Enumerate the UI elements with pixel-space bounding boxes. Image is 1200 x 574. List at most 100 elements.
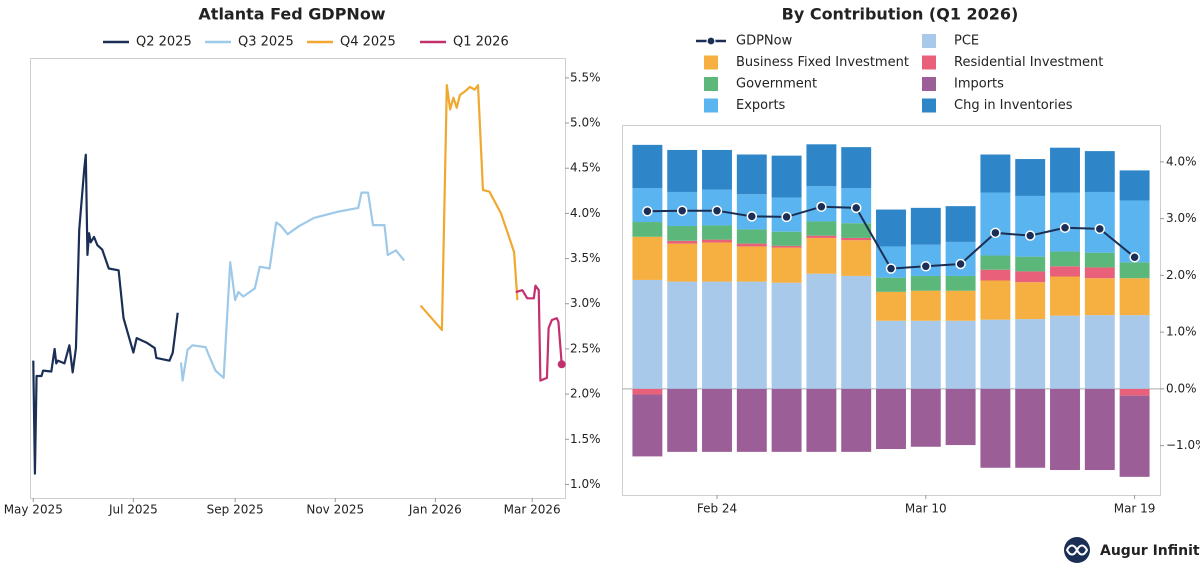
y-tick-label: 1.5% xyxy=(570,432,601,446)
bar-segment xyxy=(1050,147,1080,193)
line xyxy=(179,191,406,382)
chart-title: Atlanta Fed GDPNow xyxy=(198,5,385,24)
line-marker xyxy=(850,202,862,214)
bar-segment xyxy=(910,388,941,447)
bar-segment xyxy=(980,280,1011,320)
bar-segment xyxy=(736,388,767,452)
bar-segment xyxy=(945,388,976,446)
bar-segment xyxy=(1015,319,1046,389)
bar-segment xyxy=(806,144,837,187)
bar-segment xyxy=(1050,315,1080,389)
bar-segment xyxy=(1015,195,1046,257)
bar-segment xyxy=(702,239,732,243)
bar-segment xyxy=(876,291,906,321)
legend-label: Q3 2025 xyxy=(238,35,294,50)
bar-segment xyxy=(1015,282,1046,320)
bar-segment xyxy=(910,207,941,245)
y-tick-label: 3.5% xyxy=(570,251,601,265)
legend-swatch xyxy=(704,55,718,70)
bar-segment xyxy=(910,290,941,321)
legend-label: Q4 2025 xyxy=(340,35,396,50)
bar-segment xyxy=(667,281,698,389)
line xyxy=(515,284,563,382)
bar-segment xyxy=(632,394,663,457)
line-marker xyxy=(781,211,792,223)
bar-segment xyxy=(1015,271,1046,283)
bar-segment xyxy=(771,282,802,389)
bar-segment xyxy=(1084,388,1115,471)
bar-segment xyxy=(667,243,698,282)
bar-segment xyxy=(632,144,663,188)
bar-segment xyxy=(1050,251,1080,267)
bar-segment xyxy=(945,206,976,242)
y-tick-label: 5.5% xyxy=(570,70,601,84)
y-tick-label: 4.5% xyxy=(570,161,601,175)
line-marker xyxy=(1129,251,1140,263)
legend-label: Chg in Inventories xyxy=(954,98,1073,113)
bar-segment xyxy=(736,246,767,282)
bar-segment xyxy=(702,242,732,282)
bar-segment xyxy=(910,320,941,389)
bar-segment xyxy=(1015,388,1046,468)
line-marker xyxy=(1059,222,1071,233)
legend-label: Business Fixed Investment xyxy=(736,55,909,70)
line-marker xyxy=(1094,223,1106,235)
bar-segment xyxy=(1084,191,1115,253)
legend-label: GDPNow xyxy=(736,34,793,49)
x-tick-label: Nov 2025 xyxy=(306,503,364,517)
line-marker xyxy=(885,263,897,274)
bar-segment xyxy=(980,154,1011,193)
legend-label: Residential Investment xyxy=(954,55,1103,70)
line-marker xyxy=(1024,230,1036,241)
bar-segment xyxy=(841,388,872,452)
bar-segment xyxy=(1084,151,1115,192)
bar-segment xyxy=(1015,256,1046,272)
brand-name: Augur Infinity xyxy=(1100,543,1200,559)
bar-segment xyxy=(1050,276,1080,316)
bar-segment xyxy=(667,226,698,241)
line-marker xyxy=(642,206,653,217)
legend-label: Q1 2026 xyxy=(453,35,509,50)
legend-swatch xyxy=(922,34,936,48)
bar-segment xyxy=(736,154,767,195)
y-tick-label: 2.0% xyxy=(1166,268,1197,282)
bar-segment xyxy=(1084,278,1115,316)
bars xyxy=(632,144,1150,477)
brand-logo xyxy=(1064,537,1090,563)
bar-segment xyxy=(771,388,802,452)
y-tick-label: 1.0% xyxy=(1166,325,1197,339)
bar-segment xyxy=(667,149,698,192)
line-marker xyxy=(920,261,932,272)
bar-segment xyxy=(806,221,837,236)
x-tick-label: May 2025 xyxy=(4,503,63,517)
bar-segment xyxy=(771,231,802,246)
y-tick-label: 3.0% xyxy=(570,296,601,310)
line xyxy=(32,153,179,475)
legend-label: PCE xyxy=(954,34,979,49)
bar-segment xyxy=(1084,252,1115,268)
legend-swatch xyxy=(922,55,936,70)
bar-segment xyxy=(702,225,732,240)
bar-segment xyxy=(632,236,663,280)
bar-segment xyxy=(632,222,663,237)
y-tick-label: 1.0% xyxy=(570,477,601,491)
bar-segment xyxy=(771,245,802,248)
bar-segment xyxy=(632,187,663,223)
gdpnow xyxy=(642,201,1140,274)
bar-segment xyxy=(667,388,698,452)
bar-segment xyxy=(702,281,732,389)
bar-segment xyxy=(632,388,663,395)
x-tick-label: Mar 19 xyxy=(1114,502,1156,516)
bar-segment xyxy=(876,388,906,450)
bar-segment xyxy=(632,279,663,389)
bar-segment xyxy=(876,320,906,389)
bar-segment xyxy=(702,388,732,452)
end-marker xyxy=(557,360,566,369)
legend-label: Imports xyxy=(954,77,1004,92)
y-tick-label: −1.0% xyxy=(1166,438,1200,452)
bar-segment xyxy=(1119,262,1150,279)
line xyxy=(419,84,519,332)
x-tick-label: Feb 24 xyxy=(697,502,737,516)
x-tick-label: Mar 2026 xyxy=(504,503,561,517)
bar-segment xyxy=(736,281,767,389)
